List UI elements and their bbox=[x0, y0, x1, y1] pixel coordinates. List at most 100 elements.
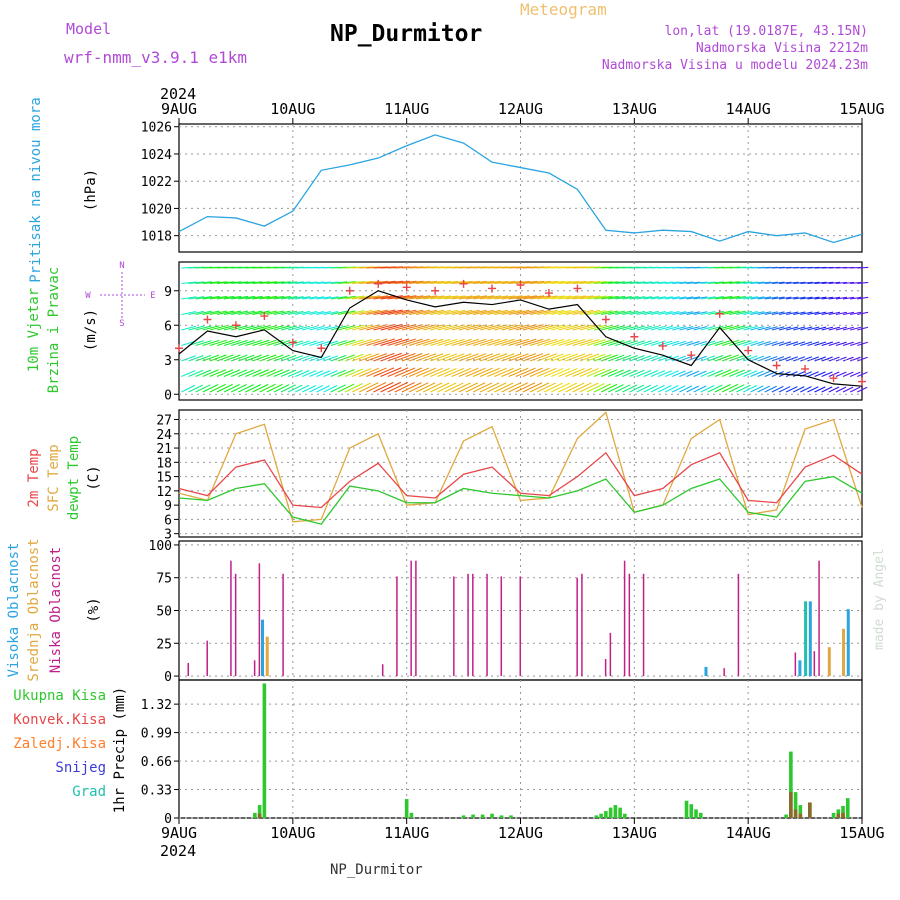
wind-barb bbox=[515, 295, 537, 300]
wind-barb bbox=[259, 310, 278, 316]
wind-barb bbox=[359, 295, 381, 300]
cloud-bar bbox=[604, 659, 607, 677]
wind-barb bbox=[650, 325, 666, 331]
wind-barb bbox=[202, 281, 220, 285]
wind-barb bbox=[273, 310, 291, 316]
wind-barb bbox=[785, 341, 799, 347]
wind-barb bbox=[245, 354, 262, 362]
wind-barb bbox=[408, 353, 430, 362]
wind-barb bbox=[416, 295, 438, 300]
footer-station: NP_Durmitor bbox=[330, 862, 423, 878]
wind-barb bbox=[544, 295, 565, 300]
wind-barb bbox=[231, 310, 249, 316]
wind-barb bbox=[821, 296, 834, 300]
wind-barb bbox=[295, 340, 310, 347]
wind-barb bbox=[238, 339, 255, 347]
wind-barb bbox=[850, 281, 862, 285]
wind-barb bbox=[544, 338, 565, 347]
gust-marker bbox=[829, 374, 838, 383]
wind-barb bbox=[437, 338, 458, 347]
gust-marker bbox=[260, 312, 269, 321]
wind-barb bbox=[515, 353, 537, 362]
wind-barb bbox=[835, 356, 847, 362]
wind-barb bbox=[209, 354, 227, 362]
wind-barb bbox=[352, 280, 373, 285]
wind-barb bbox=[359, 338, 380, 347]
wind-barb bbox=[473, 280, 495, 285]
wind-barb bbox=[643, 340, 659, 347]
wind-barb bbox=[252, 383, 269, 393]
wind-barb bbox=[793, 311, 806, 316]
precip-total-bar bbox=[461, 815, 466, 818]
wind-barb bbox=[757, 326, 772, 331]
precip-total-bar bbox=[471, 814, 475, 818]
wind-barb bbox=[743, 311, 759, 316]
wind-barb bbox=[778, 281, 792, 285]
wind-barb bbox=[266, 325, 284, 331]
wind-barb bbox=[750, 311, 765, 316]
wind-barb bbox=[814, 326, 827, 331]
wind-barb bbox=[558, 353, 578, 362]
wind-barb bbox=[757, 281, 772, 285]
wind-barb bbox=[857, 371, 868, 378]
cloud-bar bbox=[381, 664, 384, 677]
wind-barb bbox=[216, 295, 235, 300]
wind-barb bbox=[586, 295, 607, 300]
wind-barb bbox=[458, 280, 480, 285]
cloud-bar bbox=[253, 660, 256, 677]
wind-barb bbox=[657, 370, 672, 378]
wind-barb bbox=[537, 280, 558, 285]
wind-barb bbox=[572, 309, 594, 316]
wind-barb bbox=[665, 296, 680, 300]
wind-barb bbox=[743, 296, 759, 300]
wind-barb bbox=[287, 325, 304, 331]
cloud-bar bbox=[265, 636, 269, 677]
wind-barb bbox=[679, 296, 694, 300]
wind-barb bbox=[280, 384, 296, 393]
wind-barb bbox=[259, 295, 278, 300]
pressure-unit: (hPa) bbox=[83, 169, 99, 211]
wind-barb bbox=[238, 310, 256, 316]
wind-barb bbox=[657, 340, 673, 347]
wind-barb bbox=[231, 325, 248, 331]
wind-barb bbox=[565, 353, 586, 362]
cloud-bar bbox=[628, 573, 631, 677]
wind-barb bbox=[643, 281, 660, 285]
wind-barb bbox=[821, 371, 833, 378]
wind-barb bbox=[807, 371, 819, 378]
wind-barb bbox=[558, 367, 578, 378]
wind-barb bbox=[643, 310, 659, 316]
wind-barb bbox=[252, 325, 270, 331]
wind-barb bbox=[487, 367, 507, 378]
wind-barb bbox=[309, 370, 324, 378]
wind-barb bbox=[423, 338, 444, 347]
time-label-bottom: 9AUG bbox=[161, 824, 197, 842]
wind-barb bbox=[323, 296, 339, 300]
wind-barb bbox=[487, 309, 508, 316]
cloud-bar bbox=[804, 601, 808, 677]
wind-barb bbox=[529, 382, 550, 393]
wind-barb bbox=[508, 353, 529, 362]
wind-barb bbox=[181, 384, 196, 393]
wind-barb bbox=[401, 338, 423, 347]
wind-barb bbox=[245, 339, 263, 347]
wind-barb bbox=[366, 309, 388, 316]
wind-barb bbox=[572, 338, 593, 347]
wind-barb bbox=[629, 325, 646, 331]
cloud-bar bbox=[258, 563, 261, 677]
wind-barb bbox=[778, 386, 791, 393]
wind-barb bbox=[295, 355, 310, 362]
wind-barb bbox=[458, 324, 480, 331]
wind-barb bbox=[472, 382, 493, 393]
precip-total-bar bbox=[480, 814, 485, 818]
wind-barb bbox=[729, 295, 746, 300]
wind-barb bbox=[558, 324, 579, 331]
y-tick-label-wind: 9 bbox=[164, 285, 172, 300]
wind-barb bbox=[259, 354, 277, 362]
wind-barb bbox=[223, 310, 242, 316]
wind-barb bbox=[394, 352, 416, 362]
wind-barb bbox=[245, 310, 263, 316]
wind-barb bbox=[351, 324, 373, 331]
wind-barb bbox=[344, 324, 365, 331]
compass-e: E bbox=[150, 291, 155, 301]
